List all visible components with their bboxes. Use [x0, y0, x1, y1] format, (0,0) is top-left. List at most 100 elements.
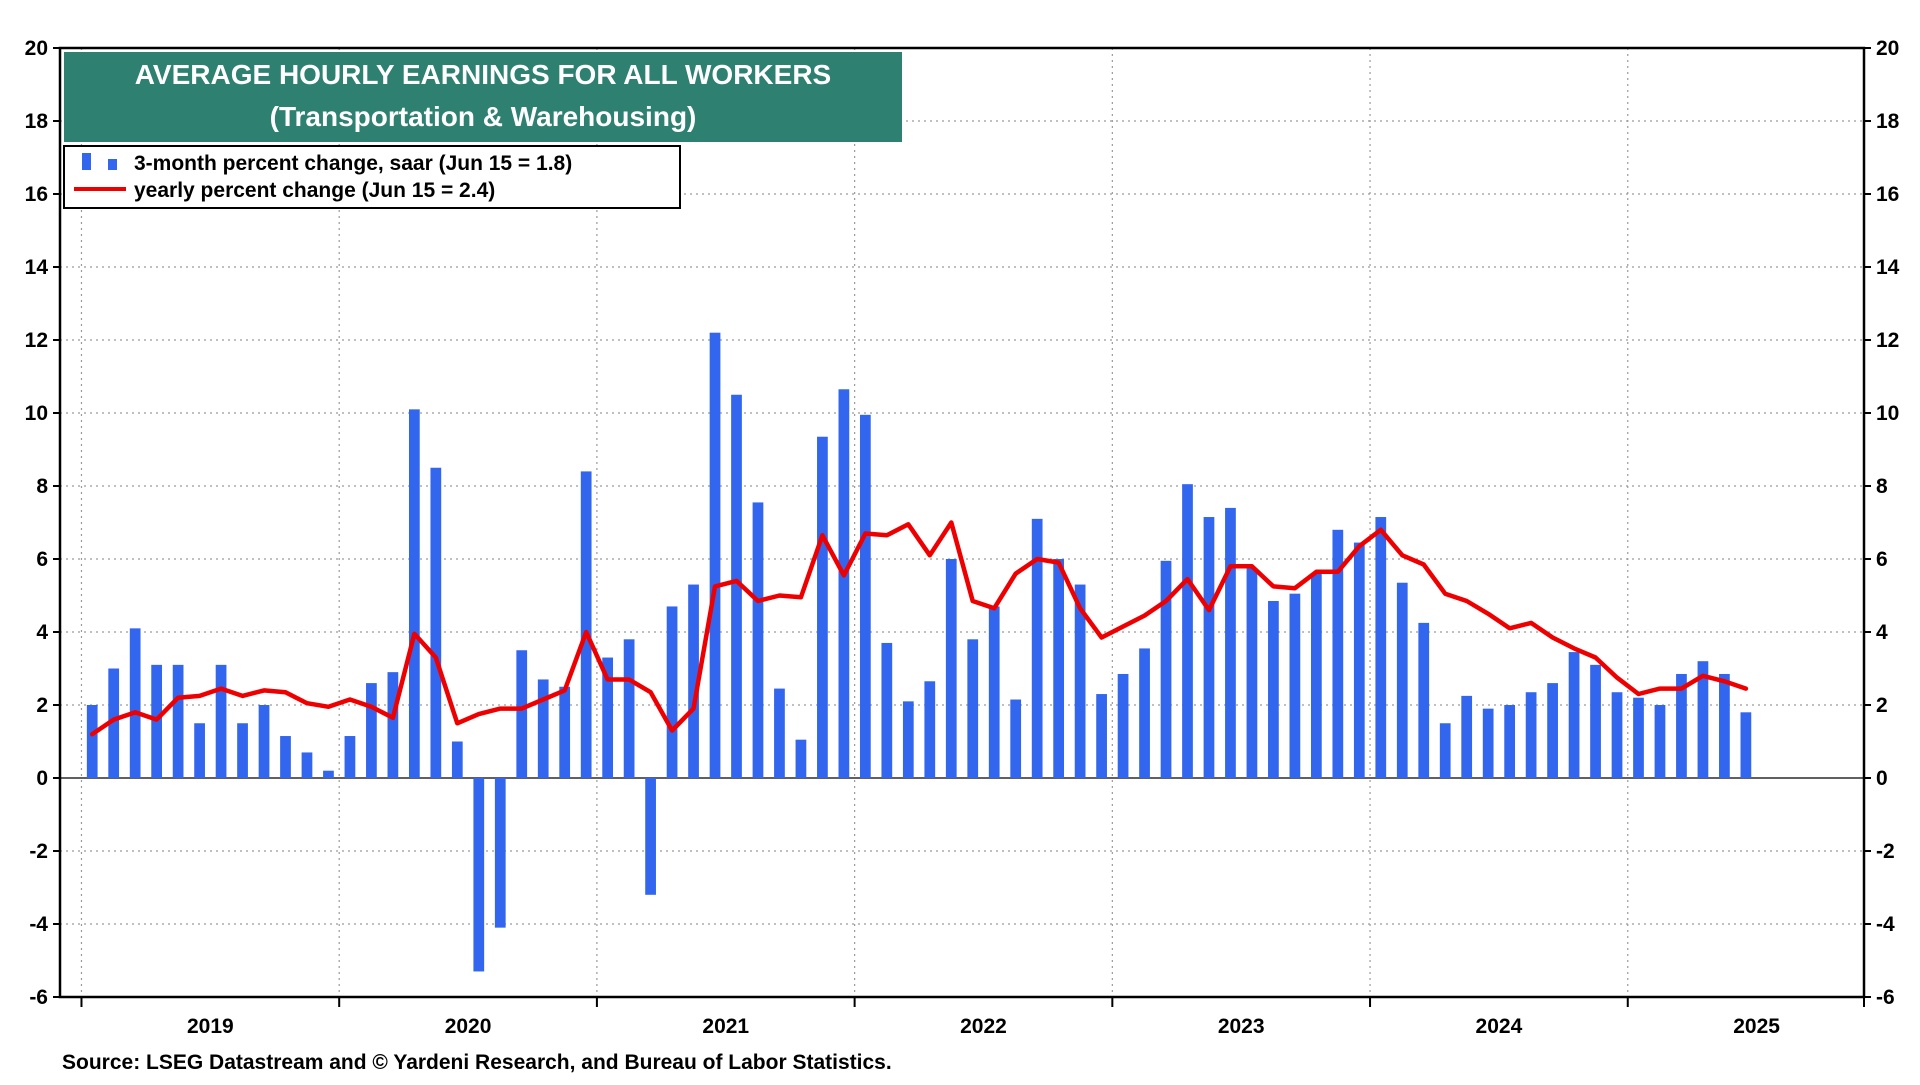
bar-3m-change: [1010, 699, 1022, 778]
x-tick-label: 2021: [702, 1015, 749, 1038]
bar-3m-change: [645, 778, 656, 895]
bar-3m-change: [1547, 683, 1558, 778]
y-tick-label-left: -6: [29, 986, 48, 1009]
bar-3m-change: [1203, 517, 1215, 778]
bar-3m-change: [108, 668, 120, 778]
bar-3m-change: [1697, 661, 1709, 778]
y-tick-label-left: 4: [36, 621, 48, 644]
bar-3m-change: [1439, 723, 1451, 778]
y-tick-label-right: 2: [1876, 694, 1888, 717]
title-background: [64, 52, 902, 142]
y-tick-label-right: -6: [1876, 986, 1895, 1009]
y-tick-label-right: 10: [1876, 402, 1899, 425]
bar-3m-change: [1353, 542, 1365, 778]
line-yearly-change: [89, 520, 1749, 737]
x-tick-label: 2024: [1476, 1015, 1523, 1038]
y-tick-label-left: -2: [29, 840, 48, 863]
bar-3m-change: [451, 741, 463, 778]
bar-3m-change: [301, 752, 313, 778]
source-note: Source: LSEG Datastream and © Yardeni Re…: [62, 1051, 892, 1074]
bar-3m-change: [387, 672, 399, 778]
y-tick-label-right: 4: [1876, 621, 1888, 644]
bar-3m-change: [86, 705, 98, 778]
bar-3m-change: [1246, 568, 1258, 778]
bar-3m-change: [1332, 529, 1344, 778]
bar-3m-change: [366, 683, 377, 778]
bar-3m-change: [774, 688, 785, 778]
y-tick-label-right: 12: [1876, 329, 1899, 352]
bar-3m-change: [1160, 560, 1172, 778]
y-tick-label-right: 16: [1876, 183, 1899, 206]
x-tick-label: 2025: [1733, 1015, 1780, 1038]
bar-3m-change: [237, 723, 248, 778]
bar-3m-change: [215, 664, 227, 778]
chart-title: AVERAGE HOURLY EARNINGS FOR ALL WORKERS: [135, 59, 831, 90]
y-tick-label-right: 6: [1876, 548, 1888, 571]
bar-3m-change: [881, 642, 893, 778]
y-tick-label-left: -4: [29, 913, 48, 936]
bar-3m-change: [666, 606, 678, 778]
bar-3m-change: [1461, 695, 1473, 778]
x-axis: 2019 2020 2021 2022 2023 2024 2025: [80, 997, 1865, 1038]
bar-3m-change: [1396, 582, 1408, 778]
y-tick-label-left: 10: [25, 402, 48, 425]
bar-3m-change: [1053, 559, 1065, 778]
y-tick-label-left: 14: [25, 256, 49, 279]
bar-3m-change: [1096, 694, 1107, 778]
bar-3m-change: [1310, 573, 1322, 778]
bars-layer: [86, 332, 1752, 972]
y-tick-label-left: 2: [36, 694, 48, 717]
bar-3m-change: [537, 679, 549, 778]
bar-3m-change: [1654, 705, 1666, 778]
x-tick-label: 2023: [1218, 1015, 1265, 1038]
bar-3m-change: [408, 409, 420, 778]
bar-3m-change: [859, 414, 871, 778]
bar-3m-change: [1525, 692, 1537, 778]
legend-label-line: yearly percent change (Jun 15 = 2.4): [134, 179, 495, 202]
bar-3m-change: [623, 639, 635, 778]
x-tick-label: 2019: [187, 1015, 234, 1038]
legend-label-bars: 3-month percent change, saar (Jun 15 = 1…: [134, 152, 572, 175]
legend-bar-swatch-2: [108, 159, 117, 170]
bar-3m-change: [323, 770, 334, 778]
bar-3m-change: [280, 736, 291, 778]
bar-3m-change: [1139, 648, 1150, 778]
bar-3m-change: [580, 471, 592, 778]
bar-3m-change: [709, 332, 721, 778]
bar-3m-change: [1676, 673, 1687, 778]
bar-3m-change: [1740, 712, 1752, 778]
bar-3m-change: [172, 664, 184, 778]
bar-3m-change: [795, 739, 807, 778]
y-tick-label-left: 12: [25, 329, 48, 352]
y-tick-label-left: 0: [36, 767, 48, 790]
bar-3m-change: [1633, 697, 1644, 778]
bar-3m-change: [838, 389, 850, 778]
bar-3m-change: [1182, 484, 1193, 778]
bar-3m-change: [1568, 652, 1580, 778]
y-tick-label-left: 20: [25, 37, 48, 60]
bar-3m-change: [559, 686, 571, 778]
bar-3m-change: [1482, 708, 1494, 778]
y-tick-label-right: 18: [1876, 110, 1900, 133]
legend-bar-swatch-1: [82, 153, 91, 170]
bar-3m-change: [194, 723, 205, 778]
bar-3m-change: [1611, 692, 1623, 778]
bar-3m-change: [902, 701, 914, 778]
bar-3m-change: [945, 559, 957, 778]
y-tick-label-right: -2: [1876, 840, 1895, 863]
bar-3m-change: [129, 628, 141, 778]
y-tick-label-left: 18: [25, 110, 49, 133]
y-tick-label-right: 8: [1876, 475, 1888, 498]
legend-box: [63, 145, 681, 209]
y-tick-label-left: 6: [36, 548, 48, 571]
y-tick-label-right: 20: [1876, 37, 1899, 60]
y-tick-label-left: 8: [36, 475, 48, 498]
bar-3m-change: [688, 584, 699, 778]
bar-3m-change: [430, 467, 442, 778]
bar-3m-change: [1225, 507, 1236, 778]
bar-3m-change: [1375, 517, 1387, 778]
bar-3m-change: [817, 436, 828, 778]
